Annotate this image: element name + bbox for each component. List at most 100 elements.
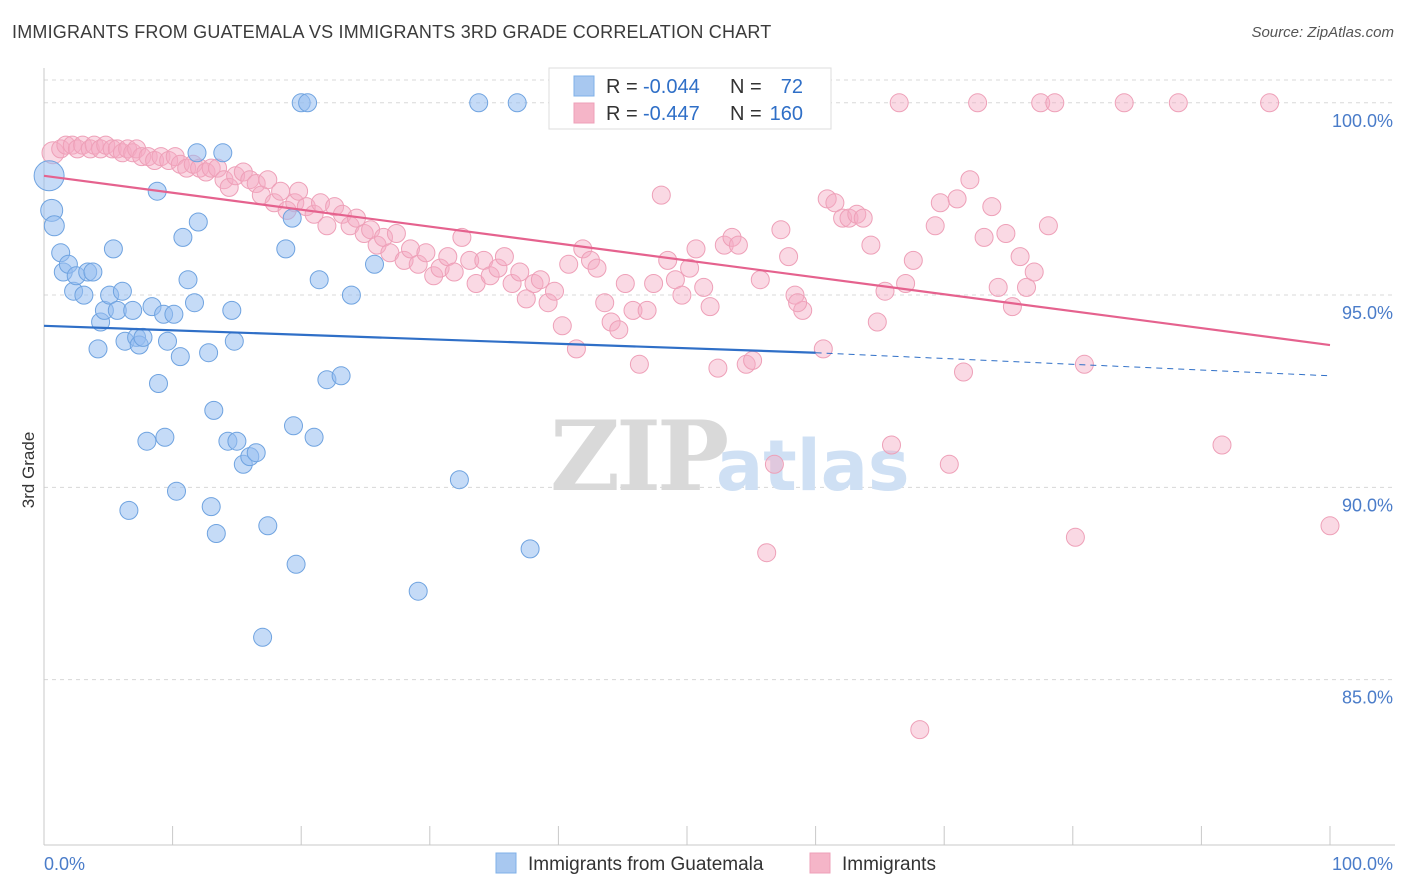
watermark: ZIP atlas bbox=[550, 400, 910, 513]
immigrants-point bbox=[785, 285, 805, 305]
immigrants-point bbox=[910, 720, 930, 740]
watermark-zip: ZIP bbox=[550, 400, 727, 513]
immigrants-point bbox=[700, 297, 720, 317]
guatemala-point bbox=[365, 254, 384, 274]
guatemala-point bbox=[298, 93, 318, 113]
immigrants-point bbox=[246, 174, 266, 193]
immigrants-trend-line bbox=[43, 174, 1331, 347]
bottom-legend-swatch-blue bbox=[495, 852, 517, 874]
guatemala-point bbox=[158, 331, 177, 351]
immigrants-point bbox=[750, 270, 770, 290]
immigrants-point bbox=[743, 350, 763, 370]
immigrants-point bbox=[644, 274, 664, 293]
guatemala-point bbox=[304, 427, 324, 447]
trend-lines bbox=[43, 174, 1331, 377]
immigrants-point bbox=[289, 181, 309, 201]
immigrants-point bbox=[317, 216, 337, 236]
guatemala-point bbox=[187, 143, 207, 163]
immigrants-point bbox=[623, 300, 643, 320]
tick-labels: 100.0% 95.0% 90.0% 85.0% 0.0% 100.0% bbox=[44, 111, 1393, 874]
immigrants-point bbox=[102, 139, 122, 159]
guatemala-point bbox=[224, 331, 244, 351]
guatemala-point bbox=[83, 262, 103, 282]
immigrants-point bbox=[62, 135, 82, 155]
guatemala-point bbox=[331, 366, 351, 386]
immigrants-point bbox=[825, 193, 845, 213]
immigrants-point bbox=[408, 254, 428, 274]
guatemala-point bbox=[170, 347, 190, 367]
immigrants-point bbox=[545, 281, 564, 301]
immigrants-point bbox=[930, 193, 950, 213]
immigrants-point bbox=[258, 170, 278, 190]
immigrants-point bbox=[233, 162, 253, 182]
immigrants-point bbox=[728, 235, 748, 255]
immigrants-point bbox=[903, 250, 923, 270]
immigrants-point bbox=[424, 266, 444, 286]
immigrants-point bbox=[757, 543, 777, 563]
y-tick-label: 95.0% bbox=[1342, 303, 1393, 323]
immigrants-point bbox=[686, 239, 706, 259]
immigrants-point bbox=[1031, 93, 1051, 113]
correlation-legend: R = -0.044 N = 72 R = -0.447 N = 160 bbox=[548, 67, 832, 130]
immigrants-point bbox=[386, 224, 406, 243]
immigrants-point bbox=[615, 274, 635, 293]
x-tick-label-max: 100.0% bbox=[1332, 854, 1393, 874]
legend-box bbox=[548, 67, 832, 130]
guatemala-point bbox=[282, 208, 302, 228]
watermark-atlas: atlas bbox=[716, 425, 910, 507]
immigrants-point bbox=[954, 362, 973, 382]
immigrants-point bbox=[637, 300, 657, 320]
legend-r-label-1: R = bbox=[606, 76, 638, 98]
immigrants-point bbox=[354, 224, 374, 243]
chart-title: IMMIGRANTS FROM GUATEMALA VS IMMIGRANTS … bbox=[12, 22, 772, 42]
guatemala-point bbox=[164, 304, 184, 324]
guatemala-point bbox=[133, 327, 153, 347]
guatemala-point bbox=[119, 500, 139, 520]
immigrants-point bbox=[658, 250, 678, 270]
immigrants-point bbox=[325, 197, 345, 217]
bottom-legend-label-immigrants: Immigrants bbox=[842, 854, 936, 875]
guatemala-point bbox=[309, 270, 329, 290]
immigrants-point bbox=[516, 289, 536, 309]
guatemala-point bbox=[286, 554, 306, 574]
x-tick-label-min: 0.0% bbox=[44, 854, 85, 874]
guatemala-point bbox=[204, 400, 224, 420]
immigrants-point bbox=[480, 266, 500, 286]
immigrants-point bbox=[779, 247, 799, 267]
immigrants-point bbox=[80, 139, 100, 159]
immigrants-point bbox=[982, 197, 1002, 217]
immigrants-point bbox=[107, 139, 127, 159]
bottom-legend-swatch-pink bbox=[809, 852, 831, 874]
guatemala-trend-extension bbox=[815, 352, 1331, 377]
y-tick-label: 85.0% bbox=[1342, 688, 1393, 708]
immigrants-point bbox=[771, 220, 791, 240]
guatemala-point bbox=[155, 427, 175, 447]
legend-r-value-1: -0.044 bbox=[643, 76, 700, 98]
legend-r-label-2: R = bbox=[606, 103, 638, 125]
guatemala-point bbox=[227, 431, 247, 451]
guatemala-point bbox=[74, 285, 94, 305]
legend-n-label-1: N = bbox=[730, 76, 762, 98]
guatemala-point bbox=[149, 374, 168, 393]
immigrants-point bbox=[566, 339, 586, 359]
immigrants-point bbox=[524, 274, 544, 293]
immigrants-point bbox=[601, 312, 621, 332]
guatemala-point bbox=[112, 281, 132, 301]
immigrants-point bbox=[714, 235, 734, 255]
immigrants-point bbox=[51, 139, 71, 159]
guatemala-point bbox=[507, 93, 527, 113]
immigrants-point bbox=[788, 293, 808, 313]
immigrants-point bbox=[538, 293, 558, 313]
immigrants-point bbox=[960, 170, 980, 190]
guatemala-point bbox=[188, 212, 208, 232]
legend-swatch-pink bbox=[573, 102, 595, 124]
immigrants-point bbox=[581, 250, 600, 270]
guatemala-point bbox=[222, 300, 242, 320]
guatemala-point bbox=[206, 524, 226, 543]
immigrants-point bbox=[1024, 262, 1044, 282]
immigrants-point bbox=[609, 320, 629, 340]
legend-n-value-1: 72 bbox=[781, 76, 803, 98]
immigrants-point bbox=[494, 247, 514, 267]
immigrants-point bbox=[530, 270, 550, 290]
guatemala-point bbox=[103, 239, 123, 259]
